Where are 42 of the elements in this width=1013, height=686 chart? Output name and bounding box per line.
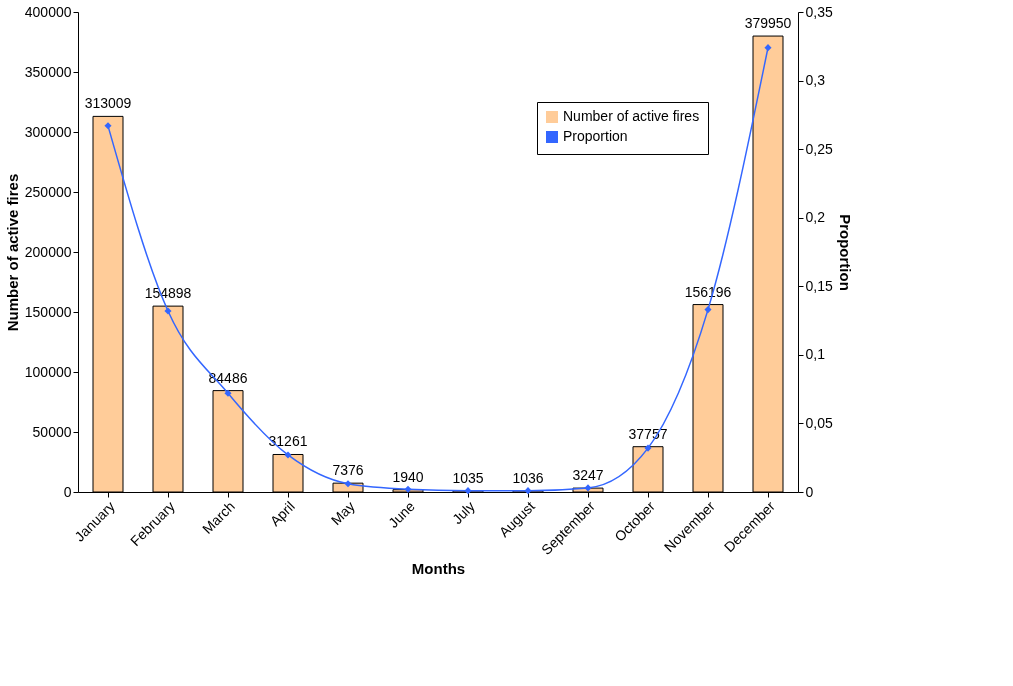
data-label: 3247 bbox=[572, 467, 604, 484]
point bbox=[224, 389, 232, 397]
y-tick-label: 50000 bbox=[32, 423, 72, 440]
y-tick-label: 150000 bbox=[24, 303, 72, 320]
y2-tick-label: 0,3 bbox=[805, 72, 826, 89]
point bbox=[464, 487, 472, 495]
y2-tick-label: 0,2 bbox=[805, 209, 826, 226]
y2-tick-label: 0,15 bbox=[805, 277, 833, 294]
point bbox=[104, 122, 112, 130]
data-label: 1036 bbox=[512, 469, 544, 486]
y-tick-label: 300000 bbox=[24, 123, 72, 140]
y2-axis-title: Proportion bbox=[836, 214, 854, 291]
data-label: 1940 bbox=[392, 468, 424, 485]
x-tick-label: May bbox=[327, 498, 358, 529]
x-axis-title: Months bbox=[411, 559, 466, 577]
y2-tick-label: 0,1 bbox=[805, 346, 826, 363]
y-tick-label: 350000 bbox=[24, 63, 72, 80]
y-axis-title: Number of active fires bbox=[3, 173, 21, 332]
point bbox=[164, 307, 172, 315]
y-tick-label: 250000 bbox=[24, 183, 72, 200]
data-label: 7376 bbox=[332, 462, 364, 479]
y2-tick-label: 0 bbox=[805, 483, 814, 500]
point bbox=[644, 444, 652, 452]
y-tick-label: 200000 bbox=[24, 243, 72, 260]
point bbox=[704, 306, 712, 314]
y-tick-label: 400000 bbox=[24, 3, 72, 20]
legend-label: Proportion bbox=[563, 128, 628, 144]
y2-tick-label: 0,05 bbox=[805, 414, 833, 431]
data-label: 313009 bbox=[84, 95, 132, 112]
point bbox=[524, 487, 532, 495]
y2-tick-label: 0,35 bbox=[805, 3, 833, 20]
y-tick-label: 0 bbox=[63, 483, 72, 500]
point bbox=[284, 451, 292, 459]
y-tick-label: 100000 bbox=[24, 363, 72, 380]
x-tick-label: July bbox=[448, 498, 478, 528]
y2-tick-label: 0,25 bbox=[805, 140, 833, 157]
point bbox=[584, 484, 592, 492]
data-label: 1035 bbox=[452, 469, 484, 486]
point bbox=[404, 485, 412, 493]
legend-label: Number of active fires bbox=[563, 108, 700, 124]
data-label: 379950 bbox=[744, 15, 792, 32]
point bbox=[764, 44, 772, 52]
